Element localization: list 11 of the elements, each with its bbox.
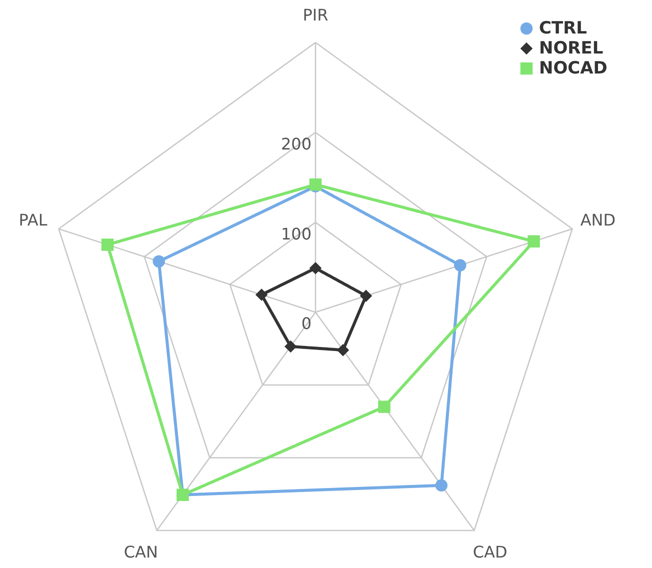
y-tick-label: 200 — [280, 134, 312, 154]
spoke-label: CAD — [472, 542, 508, 562]
spoke-label: CAN — [124, 542, 158, 562]
y-tick-label: 0 — [301, 314, 312, 334]
legend-label: NOREL — [539, 38, 604, 58]
legend-label: NOCAD — [539, 58, 608, 78]
spoke-label: AND — [580, 210, 616, 230]
spoke-label: PAL — [18, 210, 48, 230]
y-tick-label: 100 — [280, 224, 312, 244]
spoke-label: PIR — [302, 5, 328, 24]
legend-label: CTRL — [539, 18, 588, 38]
